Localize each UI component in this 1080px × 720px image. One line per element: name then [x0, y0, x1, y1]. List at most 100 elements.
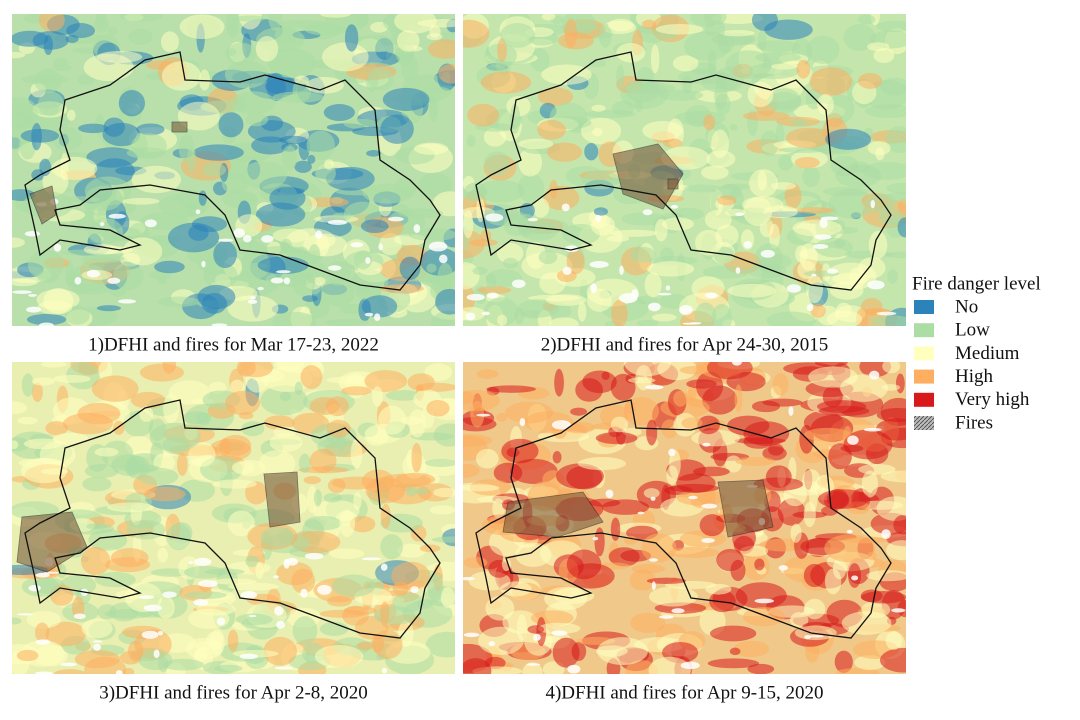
- raster-patch: [122, 197, 160, 205]
- raster-patch: [735, 456, 776, 466]
- raster-patch: [601, 499, 650, 515]
- map-panel: 1)DFHI and fires for Mar 17-23, 2022: [12, 14, 455, 355]
- no-data: [413, 224, 421, 233]
- raster-patch: [644, 272, 662, 298]
- raster-patch: [292, 268, 316, 297]
- raster-patch: [706, 150, 736, 168]
- raster-patch: [762, 446, 787, 461]
- no-data: [465, 312, 476, 321]
- raster-patch: [734, 384, 743, 413]
- no-data: [283, 277, 291, 285]
- raster-patch: [882, 362, 901, 374]
- raster-patch: [660, 247, 674, 262]
- no-data: [239, 653, 259, 660]
- map-panel: 3)DFHI and fires for Apr 2-8, 2020: [12, 362, 455, 703]
- raster-patch: [584, 142, 599, 161]
- raster-patch: [764, 19, 813, 40]
- no-data: [138, 595, 155, 600]
- raster-patch: [179, 14, 225, 40]
- no-data: [649, 558, 659, 562]
- raster-patch: [360, 219, 389, 233]
- raster-patch: [747, 663, 775, 674]
- no-data: [670, 204, 679, 209]
- no-data: [688, 495, 698, 500]
- raster-patch: [606, 235, 630, 242]
- legend-label: High: [955, 366, 994, 387]
- raster-patch: [366, 150, 382, 157]
- raster-patch: [509, 103, 521, 134]
- no-data: [327, 265, 342, 271]
- no-data: [361, 557, 382, 561]
- no-data: [786, 284, 802, 293]
- raster-patch: [57, 563, 67, 579]
- raster-patch: [778, 154, 793, 171]
- raster-patch: [610, 517, 621, 542]
- raster-patch: [591, 104, 606, 112]
- raster-patch: [679, 365, 712, 375]
- no-data: [701, 538, 715, 543]
- no-data: [851, 575, 859, 581]
- raster-patch: [281, 145, 297, 172]
- raster-patch: [463, 658, 492, 674]
- raster-patch: [880, 647, 906, 673]
- raster-patch: [537, 87, 574, 107]
- raster-patch: [532, 197, 550, 218]
- raster-patch: [12, 237, 25, 248]
- no-data: [760, 249, 775, 258]
- raster-patch: [676, 490, 726, 506]
- no-data: [701, 503, 718, 509]
- no-data: [778, 565, 788, 571]
- raster-patch: [302, 295, 318, 302]
- raster-patch: [715, 224, 739, 247]
- raster-patch: [545, 294, 587, 306]
- no-data: [551, 420, 572, 430]
- raster-patch: [268, 14, 283, 31]
- raster-patch: [21, 74, 70, 85]
- raster-patch: [157, 547, 169, 563]
- raster-patch: [94, 572, 136, 588]
- raster-patch: [463, 389, 500, 412]
- raster-patch: [323, 492, 342, 503]
- raster-patch: [682, 76, 692, 94]
- raster-patch: [865, 104, 906, 119]
- raster-patch: [367, 67, 394, 91]
- no-data: [485, 213, 504, 222]
- raster-patch: [541, 14, 556, 21]
- raster-patch: [566, 249, 585, 275]
- raster-patch: [541, 64, 592, 85]
- fire-area: [667, 178, 679, 190]
- raster-patch: [669, 483, 719, 493]
- raster-patch: [428, 39, 455, 59]
- raster-patch: [323, 319, 370, 326]
- raster-patch: [566, 549, 602, 580]
- raster-patch: [306, 485, 318, 513]
- raster-patch: [162, 362, 177, 374]
- raster-patch: [502, 257, 519, 269]
- no-data: [561, 203, 570, 212]
- legend-label: No: [955, 296, 978, 317]
- raster-patch: [597, 637, 648, 666]
- raster-patch: [160, 31, 179, 53]
- raster-patch: [183, 591, 227, 600]
- legend-swatch: [914, 369, 934, 384]
- no-data: [43, 571, 59, 574]
- raster-patch: [830, 155, 859, 177]
- no-data: [108, 213, 126, 219]
- no-data: [665, 285, 671, 291]
- raster-patch: [12, 440, 19, 450]
- raster-patch: [53, 57, 68, 68]
- raster-patch: [463, 210, 474, 239]
- no-data: [12, 290, 32, 294]
- raster-patch: [294, 381, 303, 396]
- no-data: [589, 261, 609, 268]
- raster-patch: [16, 649, 39, 662]
- raster-patch: [203, 262, 238, 289]
- no-data: [240, 590, 258, 599]
- no-data: [86, 269, 100, 278]
- raster-patch: [428, 97, 438, 122]
- raster-patch: [94, 447, 119, 457]
- raster-patch: [683, 31, 731, 61]
- raster-patch: [354, 250, 373, 270]
- no-data: [735, 212, 745, 216]
- raster-patch: [517, 299, 560, 318]
